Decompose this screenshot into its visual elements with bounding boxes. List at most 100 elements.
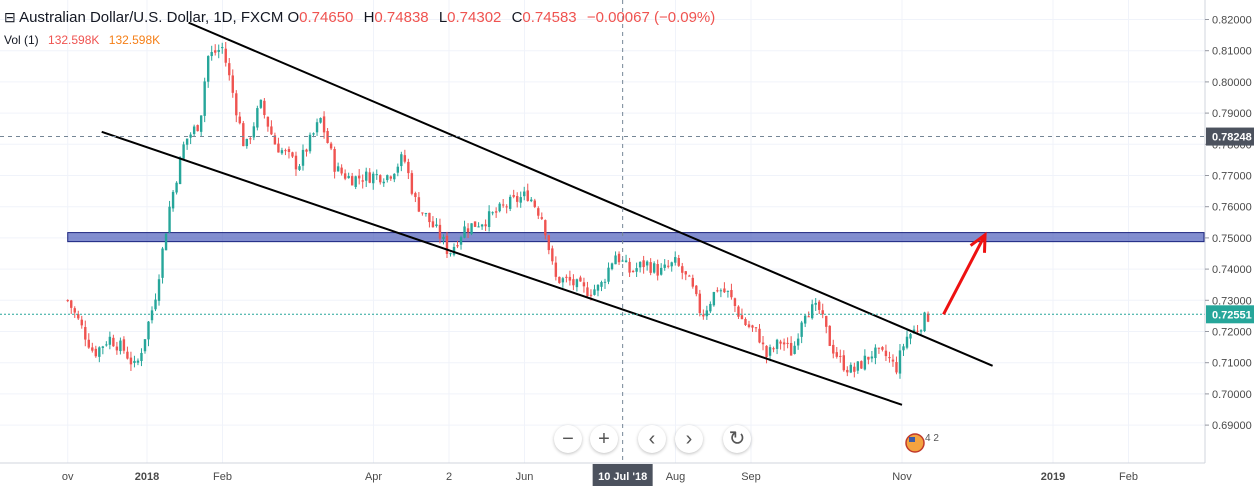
candle-body	[772, 348, 775, 350]
badge-layer: 4 2	[905, 433, 939, 453]
candle-body	[438, 224, 442, 239]
candle-body	[617, 253, 621, 263]
candle-body	[782, 342, 786, 345]
candle-body	[698, 293, 702, 314]
candle-body	[101, 346, 105, 348]
candle-body	[779, 341, 782, 344]
candle-body	[677, 257, 680, 266]
candle-body	[196, 125, 199, 132]
candle-body	[544, 220, 547, 236]
candle-body	[189, 134, 192, 138]
y-tick-label: 0.79000	[1212, 108, 1252, 120]
candle-body	[712, 292, 716, 306]
scroll-left-button[interactable]: ‹	[638, 425, 666, 453]
candle-body	[129, 357, 133, 365]
chevron-left-icon: ‹	[648, 428, 656, 450]
candle-body	[108, 336, 112, 345]
y-tick-label: 0.80000	[1212, 77, 1252, 89]
candle-body	[203, 81, 206, 116]
candle-body	[902, 346, 905, 351]
candle-body	[765, 345, 768, 357]
candle-body	[491, 212, 494, 214]
reset-chart-button[interactable]: ↻	[723, 425, 751, 453]
symbol-title: Australian Dollar/U.S. Dollar, 1D, FXCM	[19, 9, 284, 26]
candle-body	[888, 357, 891, 359]
candle-body	[407, 161, 410, 174]
candle-body	[695, 285, 698, 295]
candle-body	[70, 300, 73, 308]
candle-body	[621, 260, 624, 262]
trendline-lower	[101, 130, 903, 406]
candle-body	[702, 314, 705, 317]
candle-body	[84, 327, 87, 340]
low-label: L	[438, 9, 448, 26]
candle-body	[818, 301, 821, 310]
candle-body	[340, 167, 343, 174]
candle-body	[140, 352, 143, 362]
candle-body	[456, 245, 459, 247]
target-arrow	[942, 234, 987, 316]
crosshair-price-box	[1206, 127, 1254, 146]
candle-body	[814, 302, 817, 305]
candle-body	[280, 150, 284, 154]
candle-body	[726, 290, 730, 292]
zoom-out-button[interactable]: −	[554, 425, 582, 453]
candle-body	[98, 347, 101, 357]
minus-icon: −	[562, 428, 574, 450]
candle-body	[537, 208, 540, 216]
candle-body	[716, 290, 719, 292]
candle-body	[508, 196, 512, 209]
collapse-icon[interactable]: ⊟	[4, 9, 16, 25]
candle-body	[645, 261, 649, 266]
candle-body	[301, 149, 305, 166]
candle-body	[853, 366, 856, 372]
candle-body	[810, 304, 814, 319]
x-tick-label: 2	[446, 471, 452, 483]
y-tick-label: 0.69000	[1212, 420, 1252, 432]
candle-body	[512, 195, 515, 197]
open-value: 0.74650	[299, 9, 354, 26]
candle-body	[589, 294, 593, 296]
candle-body	[428, 212, 431, 223]
candle-body	[593, 289, 596, 295]
candle-body	[305, 149, 308, 152]
candle-body	[136, 360, 140, 363]
candle-body	[870, 356, 874, 359]
candle-body	[343, 173, 347, 179]
candle-body	[287, 149, 291, 152]
y-tick-label: 0.77000	[1212, 171, 1252, 183]
zoom-in-button[interactable]: +	[590, 425, 618, 453]
candle-body	[523, 191, 526, 197]
candle-body	[898, 350, 902, 374]
candle-body	[558, 276, 561, 283]
candle-body	[449, 253, 452, 255]
candle-body	[839, 355, 842, 357]
candle-body	[242, 123, 245, 147]
candle-body	[624, 260, 628, 263]
candle-body	[561, 278, 565, 283]
candle-body	[768, 347, 772, 356]
candle-body	[417, 197, 421, 212]
x-tick-label: 2019	[1041, 471, 1065, 483]
candle-body	[87, 339, 90, 348]
scroll-right-button[interactable]: ›	[675, 425, 703, 453]
candle-body	[315, 122, 319, 133]
candle-body	[154, 299, 157, 310]
candle-body	[586, 287, 589, 297]
candle-body	[91, 347, 94, 351]
candle-body	[400, 154, 403, 167]
x-tick-label: Jun	[516, 471, 534, 483]
candle-body	[547, 235, 551, 251]
candle-body	[133, 360, 136, 363]
candle-body	[656, 264, 659, 276]
candle-body	[825, 315, 828, 327]
candle-body	[245, 138, 249, 147]
plus-icon: +	[598, 428, 610, 450]
candle-body	[642, 260, 645, 268]
flag-badge-icon	[905, 433, 925, 453]
high-value: 0.74838	[374, 9, 429, 26]
y-tick-label: 0.70000	[1212, 389, 1252, 401]
y-tick-label: 0.71000	[1212, 358, 1252, 370]
